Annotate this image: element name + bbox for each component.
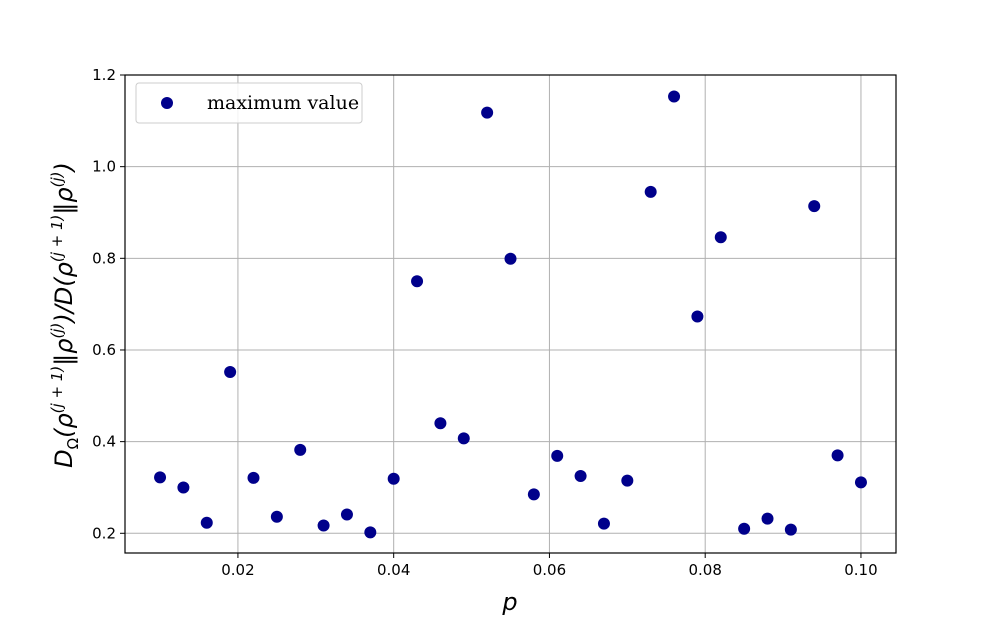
- data-point: [434, 417, 447, 430]
- plot-frame: [124, 74, 897, 554]
- data-point: [200, 516, 213, 529]
- data-points: [154, 90, 867, 539]
- x-tick-label: 0.02: [221, 561, 254, 579]
- data-point: [574, 470, 587, 483]
- data-point: [527, 488, 540, 501]
- x-axis-ticks: 0.02 0.04 0.06 0.08 0.10: [221, 553, 878, 579]
- y-tick-label: 1.0: [92, 158, 116, 176]
- data-point: [738, 522, 751, 535]
- y-tick-label: 1.2: [92, 66, 116, 84]
- data-point: [154, 471, 167, 484]
- legend: maximum value: [135, 82, 363, 124]
- data-point: [270, 510, 283, 523]
- data-point: [387, 472, 400, 485]
- data-point: [340, 508, 353, 521]
- data-point: [691, 310, 704, 323]
- x-tick-label: 0.10: [844, 561, 877, 579]
- data-point: [551, 449, 564, 462]
- grid: [125, 74, 896, 553]
- legend-marker: [161, 97, 173, 109]
- data-point: [621, 474, 634, 487]
- data-point: [714, 231, 727, 244]
- y-tick-label: 0.2: [92, 524, 116, 542]
- data-point: [177, 481, 190, 494]
- data-point: [481, 106, 494, 119]
- svg-text:DΩ(ρ(j + 1)‖ρ(j))/D(ρ(j + 1)‖ρ: DΩ(ρ(j + 1)‖ρ(j))/D(ρ(j + 1)‖ρ(j)): [48, 162, 82, 468]
- x-tick-label: 0.06: [533, 561, 566, 579]
- y-tick-label: 0.8: [92, 249, 116, 267]
- data-point: [644, 185, 657, 198]
- data-point: [808, 200, 821, 213]
- legend-label: maximum value: [207, 92, 359, 114]
- data-point: [224, 365, 237, 378]
- data-point: [831, 449, 844, 462]
- y-axis-ticks: 0.2 0.4 0.6 0.8 1.0 1.2: [92, 66, 125, 542]
- y-tick-label: 0.4: [92, 433, 116, 451]
- y-axis-label: DΩ(ρ(j + 1)‖ρ(j))/D(ρ(j + 1)‖ρ(j)): [48, 162, 82, 468]
- data-point: [364, 526, 377, 539]
- data-point: [761, 512, 774, 525]
- data-point: [597, 517, 610, 530]
- data-point: [457, 432, 470, 445]
- y-tick-label: 0.6: [92, 341, 116, 359]
- data-point: [504, 252, 517, 265]
- data-point: [784, 523, 797, 536]
- x-axis-label: p: [501, 588, 517, 616]
- legend-box: [135, 82, 363, 124]
- data-point: [668, 90, 681, 103]
- x-tick-label: 0.08: [688, 561, 721, 579]
- data-point: [411, 275, 424, 288]
- data-point: [294, 443, 307, 456]
- data-point: [317, 519, 330, 532]
- data-point: [247, 471, 260, 484]
- data-point: [854, 476, 867, 489]
- x-tick-label: 0.04: [377, 561, 410, 579]
